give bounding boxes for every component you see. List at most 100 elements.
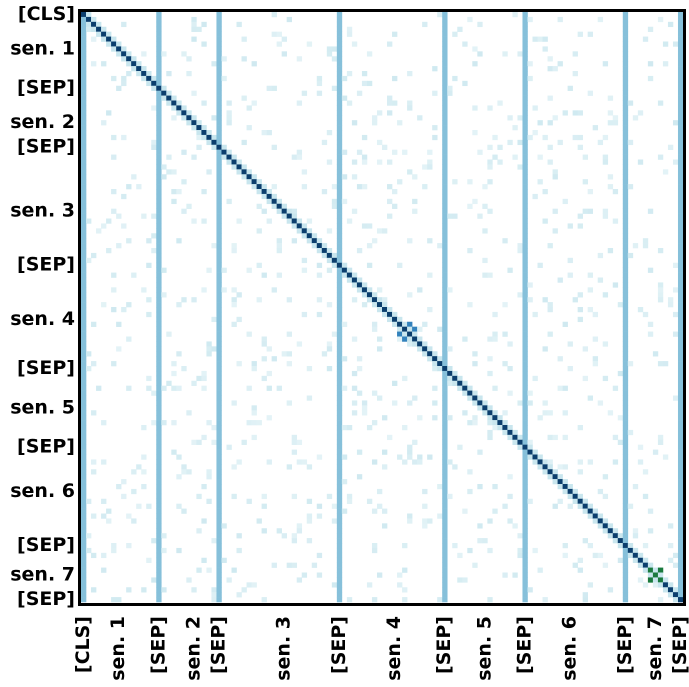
- heatmap-cell: [216, 503, 222, 509]
- heatmap-cell: [442, 233, 448, 239]
- heatmap-cell: [387, 434, 393, 441]
- heatmap-cell: [216, 193, 222, 200]
- heatmap-cell: [261, 272, 267, 278]
- heatmap-cell: [527, 587, 533, 593]
- heatmap-cell: [492, 134, 498, 141]
- heatmap-cell: [156, 503, 162, 509]
- heatmap-cell: [126, 56, 132, 62]
- heatmap-cell: [166, 331, 172, 337]
- heatmap-cell: [156, 400, 162, 406]
- heatmap-cell: [472, 415, 478, 421]
- heatmap-cell: [442, 198, 448, 205]
- heatmap-cell: [301, 169, 308, 175]
- heatmap-cell: [276, 243, 282, 249]
- heatmap-cell: [291, 562, 298, 568]
- heatmap-cell: [482, 228, 488, 234]
- heatmap-cell: [156, 208, 162, 214]
- heatmap-cell: [412, 208, 418, 214]
- heatmap-cell: [677, 439, 684, 445]
- heatmap-cell: [677, 16, 684, 23]
- heatmap-cell: [447, 90, 453, 96]
- heatmap-cell: [336, 21, 343, 28]
- heatmap-cell: [597, 488, 604, 495]
- heatmap-cell: [527, 498, 533, 504]
- heatmap-cell: [557, 277, 563, 283]
- heatmap-cell: [522, 297, 528, 303]
- heatmap-cell: [657, 292, 664, 298]
- heatmap-cell: [301, 90, 308, 96]
- heatmap-cell: [311, 233, 318, 239]
- heatmap-cell: [336, 321, 343, 327]
- heatmap-cell: [201, 130, 207, 136]
- heatmap-cell: [336, 538, 343, 544]
- heatmap-cell: [677, 36, 684, 42]
- heatmap-cell: [442, 41, 448, 47]
- heatmap-cell: [642, 469, 649, 475]
- heatmap-cell: [572, 297, 578, 303]
- heatmap-cell: [522, 543, 528, 549]
- heatmap-cell: [291, 218, 298, 224]
- heatmap-cell: [81, 439, 87, 445]
- heatmap-cell: [306, 498, 313, 504]
- heatmap-cell: [622, 105, 629, 111]
- heatmap-cell: [301, 257, 308, 264]
- heatmap-cell: [216, 110, 222, 116]
- heatmap-cell: [346, 71, 353, 77]
- heatmap-cell: [677, 351, 684, 357]
- heatmap-cell: [557, 474, 563, 480]
- heatmap-cell: [387, 213, 393, 219]
- heatmap-cell: [442, 434, 448, 441]
- heatmap-cell: [522, 16, 528, 23]
- heatmap-cell: [166, 95, 172, 101]
- heatmap-cell: [236, 159, 242, 165]
- heatmap-cell: [522, 218, 528, 224]
- heatmap-cell: [151, 105, 157, 111]
- heatmap-cell: [402, 331, 408, 337]
- heatmap-cell: [622, 75, 629, 82]
- heatmap-cell: [677, 51, 684, 57]
- heatmap-cell: [622, 321, 629, 327]
- heatmap-cell: [156, 144, 162, 150]
- heatmap-cell: [622, 115, 629, 121]
- heatmap-cell: [286, 16, 292, 23]
- heatmap-cell: [517, 164, 523, 170]
- heatmap-cell: [166, 90, 172, 96]
- heatmap-cell: [622, 198, 629, 205]
- heatmap-cell: [452, 375, 458, 382]
- heatmap-cell: [472, 395, 478, 401]
- heatmap-cell: [407, 513, 413, 519]
- heatmap-cell: [492, 425, 498, 431]
- heatmap-cell: [271, 31, 277, 37]
- heatmap-cell: [276, 208, 282, 214]
- heatmap-cell: [577, 567, 583, 573]
- heatmap-cell: [382, 228, 388, 234]
- heatmap-cell: [612, 528, 619, 534]
- heatmap-cell: [266, 370, 272, 377]
- heatmap-cell: [336, 154, 343, 160]
- heatmap-cell: [156, 420, 162, 426]
- heatmap-cell: [672, 587, 679, 593]
- heatmap-cell: [442, 592, 448, 598]
- heatmap-cell: [677, 66, 684, 72]
- heatmap-cell: [622, 100, 629, 106]
- heatmap-cell: [81, 425, 87, 431]
- heatmap-cell: [562, 434, 568, 441]
- heatmap-cell: [191, 587, 197, 593]
- heatmap-cell: [562, 385, 568, 391]
- heatmap-cell: [166, 71, 172, 77]
- heatmap-cell: [622, 257, 629, 264]
- heatmap-cell: [346, 425, 353, 431]
- heatmap-cell: [336, 464, 343, 470]
- heatmap-cell: [286, 331, 292, 337]
- heatmap-cell: [622, 518, 629, 524]
- heatmap-cell: [336, 193, 343, 200]
- heatmap-cell: [622, 410, 629, 416]
- heatmap-cell: [351, 297, 358, 303]
- heatmap-cell: [346, 277, 353, 283]
- heatmap-cell: [657, 582, 664, 588]
- heatmap-cell: [346, 597, 353, 603]
- heatmap-cell: [81, 257, 87, 264]
- heatmap-cell: [562, 321, 568, 327]
- heatmap-cell: [156, 85, 162, 91]
- heatmap-cell: [81, 484, 87, 490]
